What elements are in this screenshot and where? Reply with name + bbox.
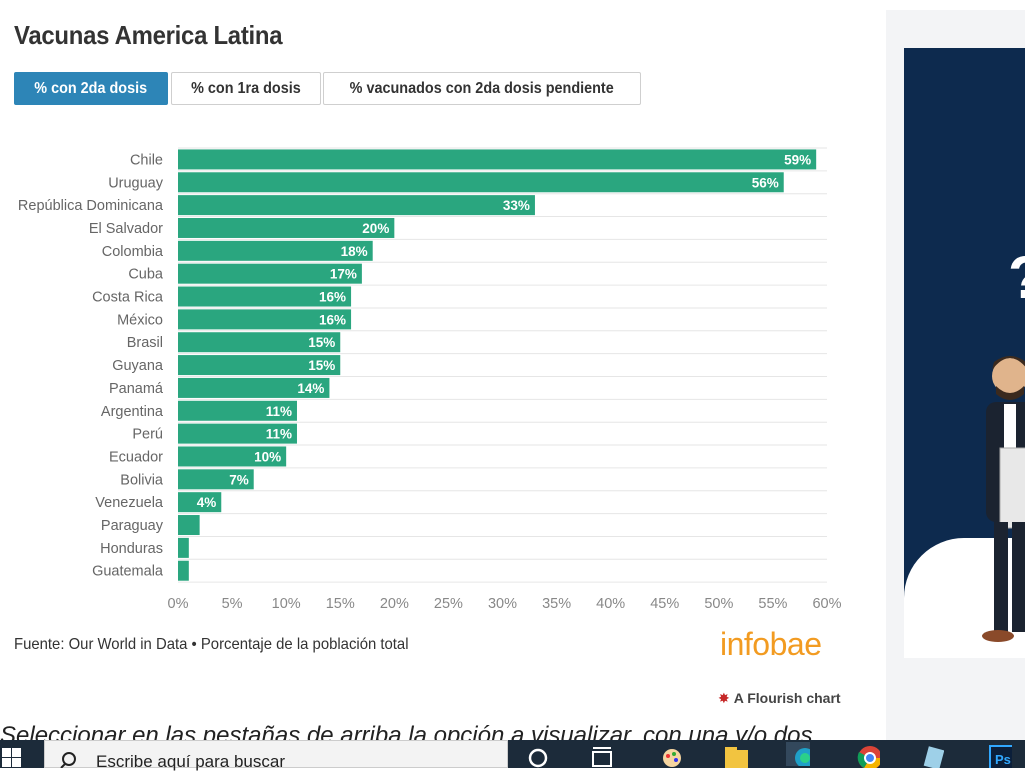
bar [178, 492, 222, 513]
category-label: Ecuador [109, 449, 163, 465]
bar [178, 309, 352, 330]
x-tick-label: 40% [596, 596, 625, 612]
category-label: Guatemala [92, 564, 164, 580]
data-label: 7% [229, 472, 249, 487]
x-tick-label: 25% [434, 596, 463, 612]
data-label: 20% [362, 221, 389, 236]
search-icon [60, 752, 76, 768]
category-label: Perú [132, 427, 163, 443]
file-explorer-icon[interactable] [724, 744, 748, 768]
bar [178, 537, 189, 558]
bar [178, 560, 189, 581]
flourish-credit[interactable]: ✸ A Flourish chart [718, 690, 841, 707]
chart-title: Vacunas America Latina [14, 20, 283, 50]
bar [178, 263, 362, 284]
category-label: Costa Rica [92, 290, 164, 306]
x-tick-label: 5% [222, 596, 243, 612]
data-label: 16% [319, 312, 346, 327]
bar [178, 286, 352, 307]
chrome-icon[interactable] [856, 744, 880, 768]
x-tick-label: 50% [704, 596, 733, 612]
paint-app-icon[interactable] [660, 744, 684, 768]
data-label: 56% [752, 175, 779, 190]
x-tick-label: 55% [758, 596, 787, 612]
ad-person-illustration [982, 356, 1025, 642]
bar [178, 515, 200, 536]
infobae-logo[interactable]: infobae [720, 626, 822, 662]
flourish-label: A Flourish chart [733, 690, 841, 706]
data-label: 59% [784, 152, 811, 167]
bar [178, 217, 395, 238]
data-label: 18% [341, 244, 368, 259]
bar [178, 400, 297, 421]
bar [178, 172, 784, 193]
category-label: República Dominicana [18, 198, 164, 214]
x-tick-label: 60% [812, 596, 841, 612]
category-label: Brasil [127, 335, 163, 351]
bar [178, 240, 373, 261]
chart-widget: Vacunas America Latina % con 2da dosis %… [14, 20, 842, 707]
ad-glyph: ? [1008, 248, 1025, 308]
category-label: Argentina [101, 404, 164, 420]
category-label: Uruguay [108, 175, 164, 191]
tab-first-dose[interactable]: % con 1ra dosis [171, 72, 321, 105]
bar [178, 446, 287, 467]
x-tick-label: 10% [272, 596, 301, 612]
category-label: Panamá [109, 381, 164, 397]
bar [178, 149, 817, 170]
bar [178, 377, 330, 398]
data-label: 17% [330, 267, 357, 282]
bar [178, 355, 341, 376]
flourish-star-icon: ✸ [718, 690, 730, 706]
tab-pending-second-dose[interactable]: % vacunados con 2da dosis pendiente [323, 72, 641, 105]
photoshop-icon[interactable]: Ps [988, 744, 1012, 768]
category-label: Paraguay [101, 518, 164, 534]
x-tick-label: 15% [326, 596, 355, 612]
category-label: El Salvador [89, 221, 163, 237]
category-label: Cuba [128, 267, 164, 283]
article-text: Seleccionar en las pestañas de arriba la… [0, 722, 813, 740]
data-label: 16% [319, 290, 346, 305]
data-label: 11% [266, 404, 292, 419]
windows-start-icon[interactable] [2, 748, 22, 768]
category-label: Chile [130, 152, 163, 168]
category-label: Venezuela [95, 495, 164, 511]
bar [178, 469, 254, 490]
bar-chart: Chile 59% Uruguay 56% República Dominicana 33… [18, 147, 842, 612]
data-label: 14% [297, 381, 324, 396]
source-note: Fuente: Our World in Data • Porcentaje d… [14, 636, 409, 653]
data-label: 33% [503, 198, 530, 213]
category-label: México [117, 312, 163, 328]
ad-banner[interactable]: ? [904, 48, 1025, 658]
notes-app-icon[interactable] [920, 744, 944, 768]
taskbar-search-box[interactable] [44, 740, 508, 768]
x-tick-label: 45% [650, 596, 679, 612]
data-label: 4% [197, 495, 217, 510]
bar [178, 195, 535, 216]
bar [178, 332, 341, 353]
category-label: Honduras [100, 541, 163, 557]
category-label: Colombia [102, 244, 164, 260]
data-label: 15% [308, 358, 335, 373]
x-tick-label: 30% [488, 596, 517, 612]
task-view-icon[interactable] [590, 744, 614, 768]
cortana-icon[interactable] [526, 744, 550, 768]
category-label: Guyana [112, 358, 164, 374]
bar [178, 423, 297, 444]
data-label: 10% [254, 449, 281, 464]
taskbar-search-placeholder: Escribe aquí para buscar [96, 752, 285, 771]
x-tick-label: 0% [168, 596, 189, 612]
x-tick-label: 20% [380, 596, 409, 612]
data-label: 11% [266, 427, 292, 442]
edge-browser-icon[interactable] [786, 742, 810, 766]
category-label: Bolivia [120, 472, 164, 488]
data-label: 15% [308, 335, 335, 350]
x-tick-label: 35% [542, 596, 571, 612]
tab-second-dose[interactable]: % con 2da dosis [14, 72, 168, 105]
svg-text:Ps: Ps [995, 752, 1011, 767]
